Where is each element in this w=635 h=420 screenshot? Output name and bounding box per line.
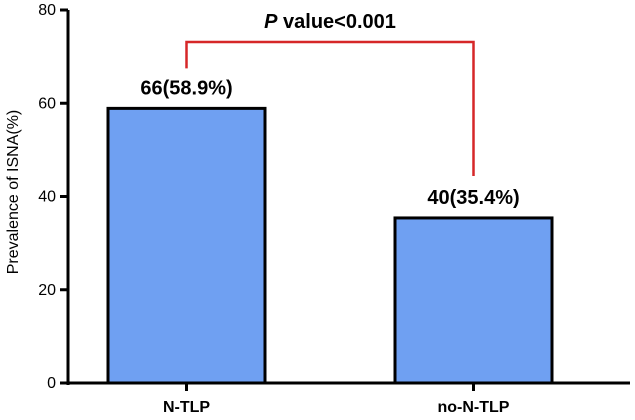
bars xyxy=(106,106,554,385)
y-axis-label: Prevalence of ISNA(%) xyxy=(5,110,22,275)
p-value-label: P value<0.001 xyxy=(264,11,396,33)
data-labels: 66(58.9%) 40(35.4%) xyxy=(140,77,519,209)
y-tick-label: 80 xyxy=(38,2,56,19)
y-tick-label: 40 xyxy=(38,189,56,206)
bar-value-label: 66(58.9%) xyxy=(140,77,232,99)
x-axis: N-TLP no-N-TLP xyxy=(66,381,630,416)
x-tick-label: no-N-TLP xyxy=(438,399,510,416)
y-tick-label: 0 xyxy=(47,375,56,392)
significance-bracket: P value<0.001 xyxy=(185,11,475,176)
y-tick-label: 20 xyxy=(38,282,56,299)
significance-bracket-line xyxy=(185,40,475,176)
x-tick-label: N-TLP xyxy=(163,399,210,416)
bar xyxy=(393,216,554,385)
y-axis: 0 20 40 60 80 xyxy=(38,2,70,392)
bar xyxy=(106,106,267,385)
y-tick-label: 60 xyxy=(38,95,56,112)
bar-value-label: 40(35.4%) xyxy=(427,187,519,209)
